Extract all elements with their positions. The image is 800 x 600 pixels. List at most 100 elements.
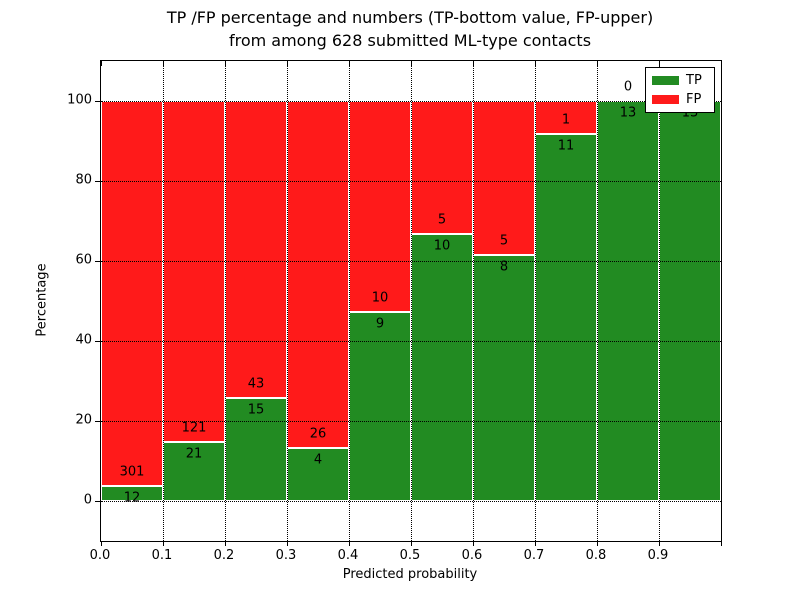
legend-tp-swatch-icon: [652, 76, 679, 85]
bar-fp-segment: [101, 101, 163, 486]
grid-line-vertical: [473, 61, 474, 541]
y-tick-label: 0: [83, 492, 92, 508]
x-tick-label: 0.8: [585, 548, 607, 563]
x-tick-mark: [720, 541, 722, 546]
grid-line-horizontal: [101, 181, 721, 182]
chart-title-line2: from among 628 submitted ML-type contact…: [228, 31, 592, 50]
bar-tp-segment: [597, 101, 659, 501]
x-tick-mark-top: [472, 61, 474, 66]
x-tick-mark-top: [224, 61, 226, 66]
legend-item-tp: TP: [652, 74, 708, 87]
y-tick-label: 80: [75, 172, 92, 188]
legend-fp-label: FP: [686, 92, 702, 107]
y-tick-label: 60: [75, 252, 92, 268]
bar-tp-segment: [349, 311, 411, 501]
x-tick-mark: [410, 541, 412, 546]
fp-count-label: 0: [623, 79, 633, 95]
y-tick-mark: [95, 180, 100, 182]
x-tick-mark: [534, 541, 536, 546]
fp-count-label: 5: [437, 212, 447, 228]
x-tick-mark-top: [720, 61, 722, 66]
fp-count-label: 5: [499, 233, 509, 249]
bar-tp-segment: [659, 101, 721, 501]
bar-fp-segment: [225, 101, 287, 398]
x-tick-label: 0.1: [151, 548, 173, 563]
y-tick-mark: [95, 420, 100, 422]
x-tick-mark-top: [410, 61, 412, 66]
tp-count-label: 12: [123, 490, 141, 506]
tp-count-label: 8: [499, 259, 509, 275]
x-tick-label: 0.3: [275, 548, 297, 563]
x-tick-label: 0.6: [461, 548, 483, 563]
chart-title-line1: TP /FP percentage and numbers (TP-bottom…: [166, 8, 654, 27]
x-tick-label: 0.4: [337, 548, 359, 563]
x-tick-mark-top: [658, 61, 660, 66]
x-tick-label: 0.9: [647, 548, 669, 563]
legend-tp-label: TP: [686, 73, 702, 88]
tp-count-label: 10: [433, 238, 451, 254]
fp-count-label: 1: [561, 112, 571, 128]
tp-count-label: 9: [375, 316, 385, 332]
bar-tp-segment: [535, 134, 597, 501]
x-tick-label: 0.5: [399, 548, 421, 563]
bar-fp-segment: [349, 101, 411, 312]
grid-line-vertical: [163, 61, 164, 541]
bar-tp-segment: [101, 485, 163, 501]
grid-line-horizontal: [101, 261, 721, 262]
legend: TP FP: [645, 67, 715, 113]
bar-tp-segment: [163, 441, 225, 501]
x-tick-mark-top: [162, 61, 164, 66]
x-tick-mark: [472, 541, 474, 546]
grid-line-vertical: [411, 61, 412, 541]
bar-tp-segment: [225, 397, 287, 501]
tp-count-label: 21: [185, 446, 203, 462]
chart-title: TP /FP percentage and numbers (TP-bottom…: [100, 6, 720, 52]
y-tick-mark: [95, 260, 100, 262]
x-tick-mark-top: [286, 61, 288, 66]
x-tick-label: 0.7: [523, 548, 545, 563]
fp-count-label: 26: [309, 426, 327, 442]
y-tick-mark: [95, 500, 100, 502]
bar-tp-segment: [287, 447, 349, 501]
y-tick-label: 40: [75, 332, 92, 348]
grid-line-vertical: [659, 61, 660, 541]
y-tick-mark: [95, 340, 100, 342]
x-tick-mark-top: [348, 61, 350, 66]
plot-area: 1230121121154342691010585111130130: [95, 60, 722, 546]
tp-count-label: 11: [557, 138, 575, 154]
fp-count-label: 121: [181, 420, 207, 436]
legend-fp-swatch-icon: [652, 95, 679, 104]
x-tick-mark: [100, 541, 102, 546]
bar-tp-segment: [473, 254, 535, 501]
grid-line-vertical: [225, 61, 226, 541]
tp-count-label: 13: [619, 105, 637, 121]
fp-count-label: 10: [371, 290, 389, 306]
bar-fp-segment: [163, 101, 225, 442]
x-tick-mark: [348, 541, 350, 546]
bar-fp-segment: [473, 101, 535, 255]
fp-count-label: 301: [119, 464, 145, 480]
grid-line-horizontal: [101, 341, 721, 342]
fp-count-label: 43: [247, 376, 265, 392]
x-tick-mark: [162, 541, 164, 546]
x-tick-label: 0.0: [89, 548, 111, 563]
tp-count-label: 4: [313, 452, 323, 468]
grid-line-horizontal: [101, 501, 721, 502]
x-tick-mark: [596, 541, 598, 546]
bar-fp-segment: [287, 101, 349, 448]
x-tick-mark-top: [534, 61, 536, 66]
y-axis-label: Percentage: [34, 263, 50, 337]
grid-line-horizontal: [101, 101, 721, 102]
bar-tp-segment: [411, 234, 473, 501]
x-tick-mark-top: [596, 61, 598, 66]
x-tick-mark: [286, 541, 288, 546]
x-tick-mark-top: [100, 61, 102, 66]
x-tick-mark: [224, 541, 226, 546]
tp-count-label: 15: [247, 402, 265, 418]
x-tick-mark: [658, 541, 660, 546]
x-tick-label: 0.2: [213, 548, 235, 563]
grid-line-vertical: [597, 61, 598, 541]
x-axis-label: Predicted probability: [342, 567, 478, 582]
grid-line-horizontal: [101, 421, 721, 422]
